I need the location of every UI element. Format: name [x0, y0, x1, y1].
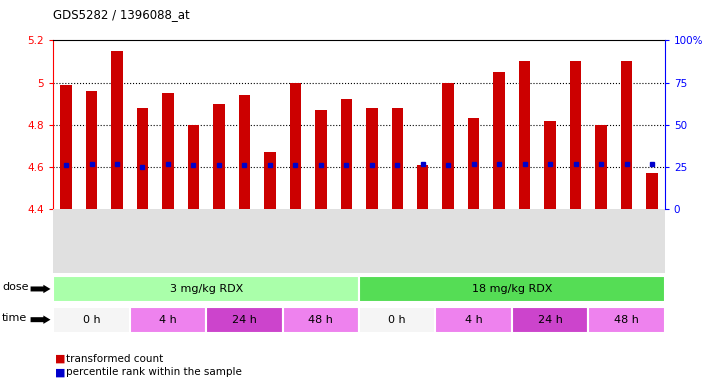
Bar: [512, 307, 589, 333]
Bar: [595, 125, 606, 209]
Text: ■: ■: [55, 367, 66, 377]
Bar: [392, 108, 403, 209]
Bar: [315, 110, 326, 209]
Text: 24 h: 24 h: [538, 314, 562, 325]
Bar: [435, 307, 512, 333]
Bar: [188, 125, 199, 209]
Bar: [493, 72, 505, 209]
Text: GDS5282 / 1396088_at: GDS5282 / 1396088_at: [53, 8, 190, 21]
Bar: [60, 85, 72, 209]
Bar: [589, 307, 665, 333]
Bar: [545, 121, 556, 209]
Bar: [366, 108, 378, 209]
Bar: [621, 61, 632, 209]
Text: 48 h: 48 h: [614, 314, 639, 325]
Bar: [53, 276, 359, 302]
Text: 4 h: 4 h: [465, 314, 483, 325]
Text: dose: dose: [2, 282, 28, 292]
Bar: [417, 165, 429, 209]
Text: 4 h: 4 h: [159, 314, 177, 325]
Bar: [468, 119, 479, 209]
Bar: [137, 108, 148, 209]
Bar: [129, 307, 206, 333]
Text: percentile rank within the sample: percentile rank within the sample: [66, 367, 242, 377]
Bar: [239, 95, 250, 209]
Text: 24 h: 24 h: [232, 314, 257, 325]
Text: 3 mg/kg RDX: 3 mg/kg RDX: [169, 284, 243, 294]
Text: 48 h: 48 h: [309, 314, 333, 325]
Text: time: time: [2, 313, 28, 323]
Bar: [112, 51, 123, 209]
Bar: [213, 104, 225, 209]
Bar: [359, 307, 435, 333]
Bar: [442, 83, 454, 209]
Bar: [162, 93, 173, 209]
Bar: [264, 152, 276, 209]
Text: 0 h: 0 h: [388, 314, 406, 325]
Bar: [646, 174, 658, 209]
Bar: [519, 61, 530, 209]
Text: ■: ■: [55, 354, 66, 364]
Bar: [359, 276, 665, 302]
Bar: [206, 307, 283, 333]
Bar: [570, 61, 582, 209]
Text: transformed count: transformed count: [66, 354, 164, 364]
Bar: [283, 307, 359, 333]
Bar: [341, 99, 352, 209]
Bar: [289, 83, 301, 209]
Bar: [86, 91, 97, 209]
Text: 18 mg/kg RDX: 18 mg/kg RDX: [471, 284, 552, 294]
Bar: [53, 307, 129, 333]
Text: 0 h: 0 h: [82, 314, 100, 325]
